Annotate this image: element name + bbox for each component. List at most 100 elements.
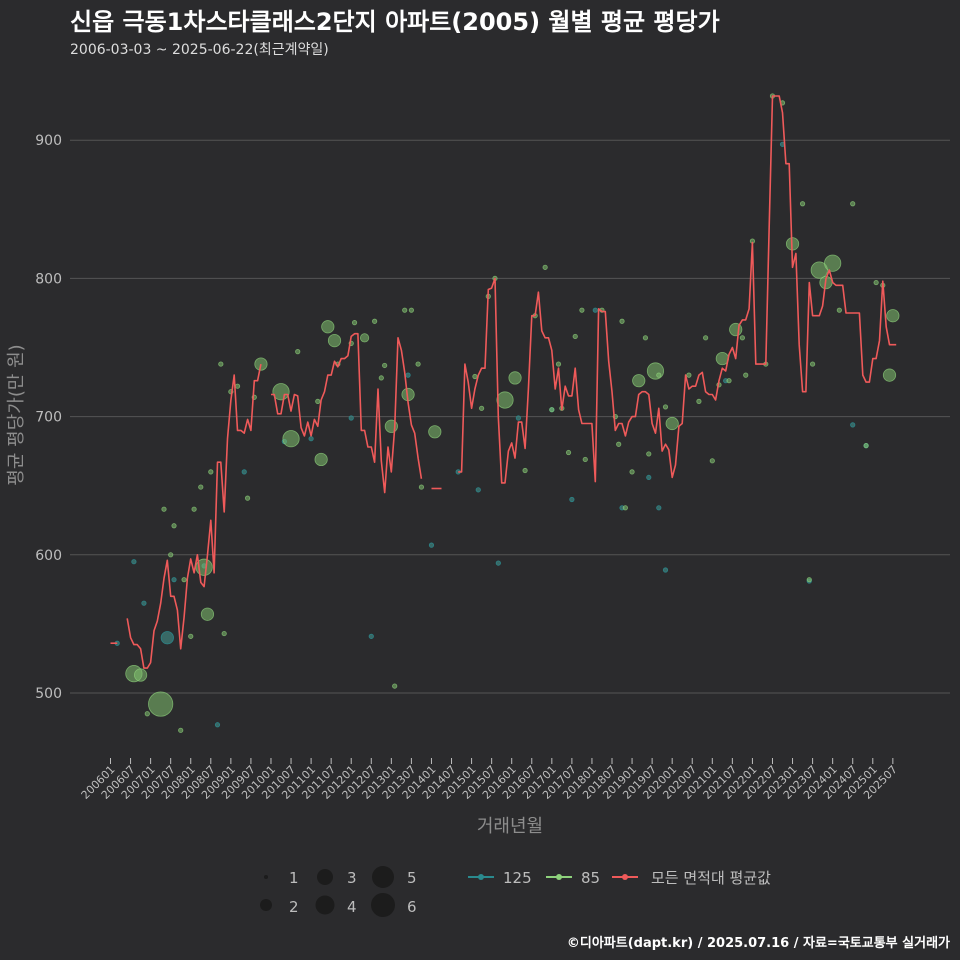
y-tick-label: 500	[35, 686, 62, 702]
point-85	[619, 318, 625, 324]
point-85	[181, 577, 187, 583]
point-125	[515, 415, 521, 421]
size-legend: 1 2 3 4 5 6	[260, 866, 417, 917]
point-85	[850, 201, 856, 207]
point-85	[629, 469, 635, 475]
point-85	[428, 425, 442, 439]
point-85	[148, 691, 174, 717]
point-85	[696, 398, 702, 404]
point-85	[392, 683, 398, 689]
series-legend: 125 85 모든 면적대 평균값	[468, 869, 771, 887]
point-85	[806, 577, 812, 583]
point-85	[408, 307, 414, 313]
size-legend-dot-2	[260, 899, 272, 911]
point-85	[632, 374, 646, 388]
point-125	[656, 505, 662, 511]
size-legend-label-2: 2	[289, 898, 299, 916]
point-85	[622, 505, 628, 511]
point-85	[144, 711, 150, 717]
y-axis-label: 평균 평당가(만 원)	[6, 344, 27, 485]
point-85	[616, 441, 622, 447]
point-125	[348, 415, 354, 421]
point-85	[542, 264, 548, 270]
point-85	[359, 333, 370, 343]
point-85	[198, 484, 204, 490]
point-125	[428, 542, 435, 548]
point-85	[315, 398, 321, 404]
x-axis-label: 거래년월	[477, 816, 543, 837]
point-125	[405, 372, 411, 378]
point-125	[475, 487, 481, 493]
point-85	[295, 349, 301, 355]
size-legend-dot-6	[371, 893, 395, 917]
size-legend-label-5: 5	[407, 869, 417, 887]
legend: 1 2 3 4 5 6 125 85 모든 면적대 평균값	[260, 866, 771, 917]
point-85	[549, 407, 555, 413]
point-85	[178, 727, 184, 733]
point-85	[809, 361, 816, 367]
point-85	[472, 373, 478, 380]
point-85	[656, 372, 662, 378]
point-85	[244, 495, 251, 501]
point-85	[378, 375, 384, 381]
y-tick-label: 700	[35, 410, 62, 426]
y-tick-label: 600	[35, 548, 62, 564]
point-85	[314, 452, 328, 467]
legend-marker-85	[556, 874, 562, 880]
point-85	[572, 333, 578, 340]
point-125	[241, 469, 247, 475]
point-85	[133, 668, 148, 682]
point-85	[686, 372, 692, 378]
point-85	[836, 307, 842, 313]
point-85	[171, 523, 177, 529]
y-tick-label: 900	[35, 133, 62, 149]
chart-subtitle: 2006-03-03 ~ 2025-06-22(최근계약일)	[70, 42, 329, 58]
point-85	[168, 552, 174, 558]
size-legend-label-1: 1	[289, 869, 299, 887]
point-85	[418, 484, 425, 490]
point-85	[824, 254, 842, 272]
average-line	[271, 332, 423, 494]
legend-label-125: 125	[503, 869, 532, 887]
legend-label-average: 모든 면적대 평균값	[651, 869, 771, 887]
size-legend-dot-4	[315, 895, 335, 915]
size-legend-label-3: 3	[347, 869, 357, 887]
point-85	[863, 443, 869, 449]
size-legend-label-4: 4	[347, 898, 357, 916]
point-85	[161, 506, 167, 512]
point-125	[171, 577, 177, 583]
point-85	[282, 430, 300, 448]
point-125	[569, 496, 575, 503]
point-125	[214, 722, 221, 728]
point-85	[799, 201, 806, 207]
average-line-series	[110, 95, 897, 669]
point-85	[188, 633, 194, 639]
size-legend-dot-1	[264, 875, 268, 879]
point-85	[372, 318, 378, 324]
point-85	[726, 378, 732, 384]
point-125	[662, 567, 669, 573]
point-85	[810, 261, 828, 279]
chart-caption: ©디아파트(dapt.kr) / 2025.07.16 / 자료=국토교통부 실…	[567, 935, 950, 951]
average-line	[458, 95, 897, 484]
y-tick-label: 800	[35, 271, 62, 287]
average-line	[126, 363, 262, 669]
point-85	[582, 456, 588, 463]
point-85	[882, 368, 897, 382]
point-85	[743, 372, 749, 378]
point-85	[327, 333, 342, 348]
point-85	[709, 458, 715, 464]
point-85	[218, 361, 224, 367]
y-axis-ticks: 500 600 700 800 900	[35, 133, 62, 702]
legend-marker-125	[478, 874, 484, 880]
point-125	[495, 560, 501, 566]
legend-marker-average	[622, 874, 628, 880]
point-85	[208, 469, 214, 475]
point-125	[308, 436, 314, 442]
point-125	[160, 631, 174, 645]
series-85-points	[125, 93, 900, 733]
chart-title: 신읍 극동1차스타클래스2단지 아파트(2005) 월별 평균 평당가	[70, 8, 720, 36]
point-85	[665, 416, 679, 431]
point-85	[886, 309, 900, 323]
